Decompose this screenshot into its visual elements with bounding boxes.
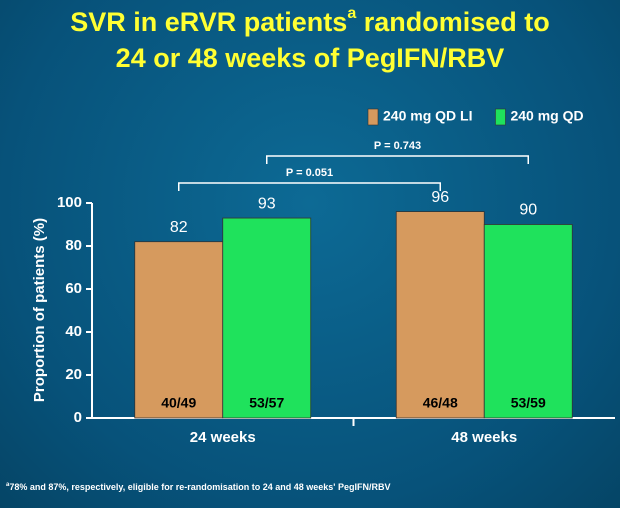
bar bbox=[134, 241, 224, 419]
legend-swatch bbox=[367, 108, 379, 126]
legend-label: 240 mg QD bbox=[510, 108, 583, 124]
title-sup: a bbox=[347, 5, 356, 22]
legend-swatch bbox=[495, 108, 506, 126]
annotation: P = 0.743 bbox=[374, 140, 421, 152]
count-label: 53/59 bbox=[511, 395, 546, 411]
bar bbox=[222, 217, 312, 419]
y-tick-label: 40 bbox=[65, 323, 82, 340]
y-tick-label: 0 bbox=[74, 409, 82, 426]
value-label: 82 bbox=[170, 219, 188, 236]
chart-title: SVR in eRVR patientsa randomised to bbox=[70, 5, 550, 37]
annotation: P = 0.051 bbox=[286, 167, 333, 179]
bar bbox=[395, 211, 485, 419]
footnote-text: 78% and 87%, respectively, eligible for … bbox=[9, 482, 390, 492]
value-label: 90 bbox=[519, 202, 537, 219]
count-label: 40/49 bbox=[161, 395, 196, 411]
count-label: 46/48 bbox=[423, 395, 458, 411]
title-end: randomised to bbox=[356, 7, 550, 37]
y-tick-label: 20 bbox=[65, 366, 82, 383]
legend-label: 240 mg QD LI bbox=[383, 108, 472, 124]
footnote-sup: a bbox=[6, 482, 10, 488]
x-tick-label: 48 weeks bbox=[451, 429, 517, 446]
x-tick-label: 24 weeks bbox=[190, 429, 256, 446]
count-label: 53/57 bbox=[249, 395, 284, 411]
bracket bbox=[266, 155, 529, 164]
y-tick-label: 60 bbox=[65, 280, 82, 297]
footnote: a78% and 87%, respectively, eligible for… bbox=[6, 482, 390, 493]
title-start: SVR in eRVR patients bbox=[70, 7, 347, 37]
value-label: 96 bbox=[431, 189, 449, 206]
y-axis-label: Proportion of patients (%) bbox=[31, 218, 48, 402]
y-tick-label: 80 bbox=[65, 237, 82, 254]
chart-title-line2: 24 or 48 weeks of PegIFN/RBV bbox=[116, 43, 505, 73]
bracket bbox=[178, 182, 441, 191]
value-label: 93 bbox=[258, 195, 276, 212]
bar bbox=[483, 224, 573, 419]
y-tick-label: 100 bbox=[57, 194, 82, 211]
